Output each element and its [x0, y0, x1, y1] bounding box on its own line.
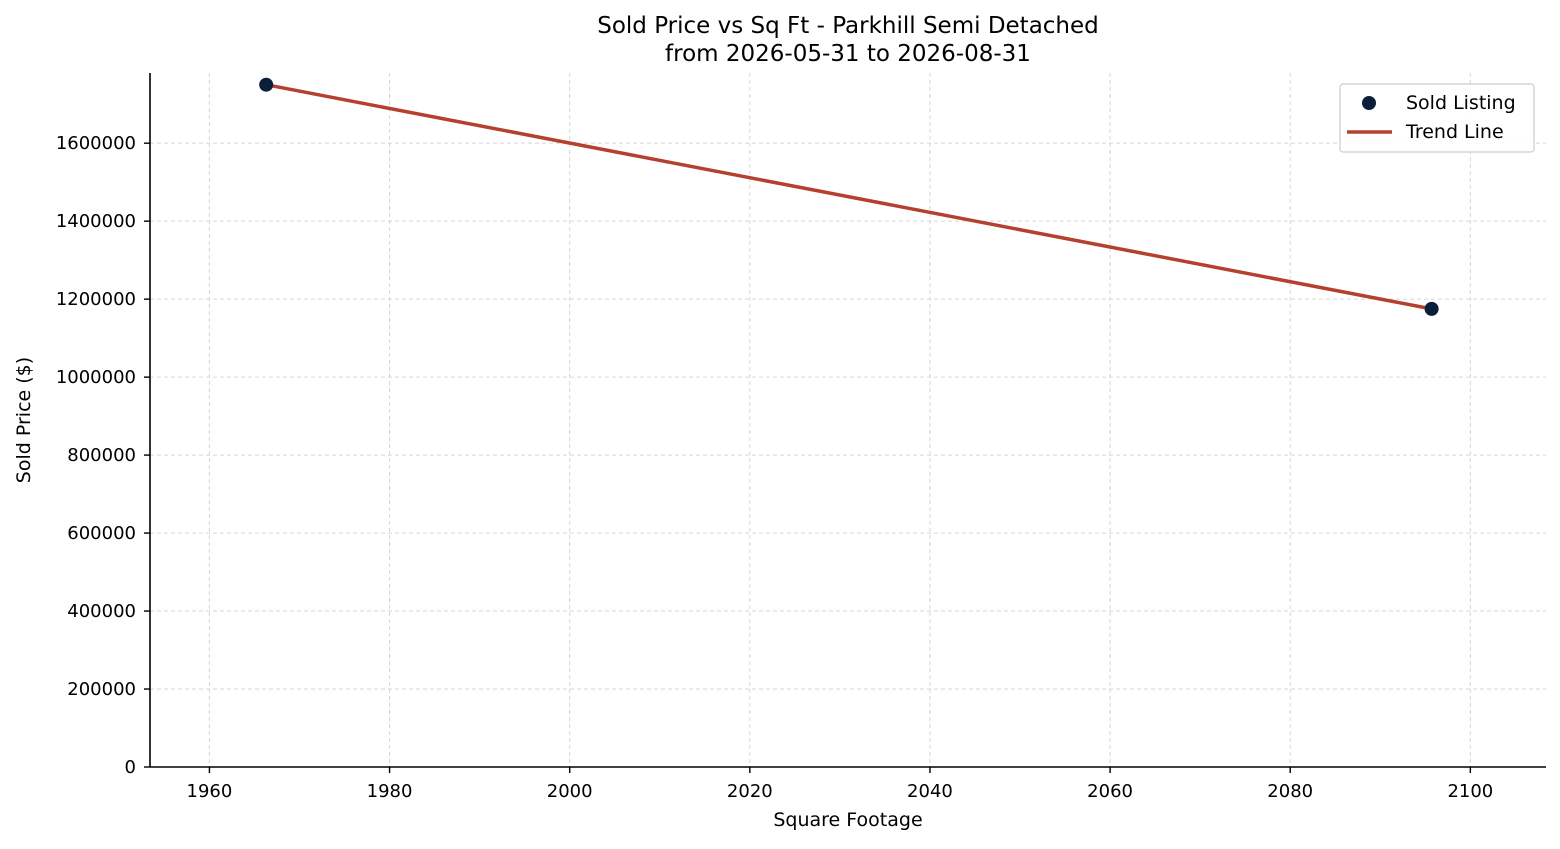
legend-label-sold-listing: Sold Listing [1406, 92, 1516, 114]
x-tick-label: 1980 [367, 781, 413, 802]
plot-series [259, 77, 1439, 316]
sold-listing-point [1424, 301, 1439, 316]
legend-marker-sold-listing [1362, 96, 1376, 110]
y-axis-label: Sold Price ($) [13, 357, 35, 483]
trend-line [264, 82, 1434, 311]
x-tick-label: 2080 [1267, 781, 1313, 802]
y-tick-label: 1000000 [56, 367, 136, 388]
axes [149, 73, 1546, 768]
x-tick-label: 2060 [1087, 781, 1133, 802]
chart-title: Sold Price vs Sq Ft - Parkhill Semi Deta… [597, 13, 1099, 39]
ticks: 1960 1980 2000 2020 2040 2060 2080 2100 0 200000 4… [56, 133, 1493, 802]
y-tick-label: 1600000 [56, 133, 136, 154]
x-tick-label: 2040 [907, 781, 953, 802]
y-tick-label: 400000 [67, 601, 136, 622]
chart-subtitle: from 2026-05-31 to 2026-08-31 [665, 41, 1031, 67]
x-axis-label: Square Footage [773, 809, 922, 831]
y-tick-label: 800000 [67, 445, 136, 466]
y-tick-label: 600000 [67, 523, 136, 544]
y-tick-label: 200000 [67, 679, 136, 700]
x-tick-label: 2020 [727, 781, 773, 802]
y-tick-label: 1200000 [56, 289, 136, 310]
y-tick-label: 1400000 [56, 211, 136, 232]
legend: Sold Listing Trend Line [1339, 83, 1535, 153]
grid [150, 73, 1546, 767]
legend-label-trend-line: Trend Line [1405, 121, 1504, 143]
y-tick-label: 0 [125, 757, 136, 778]
x-tick-label: 2100 [1447, 781, 1493, 802]
sold-listing-point [259, 77, 274, 92]
legend-box [1339, 83, 1535, 153]
x-tick-label: 2000 [547, 781, 593, 802]
x-tick-label: 1960 [187, 781, 233, 802]
